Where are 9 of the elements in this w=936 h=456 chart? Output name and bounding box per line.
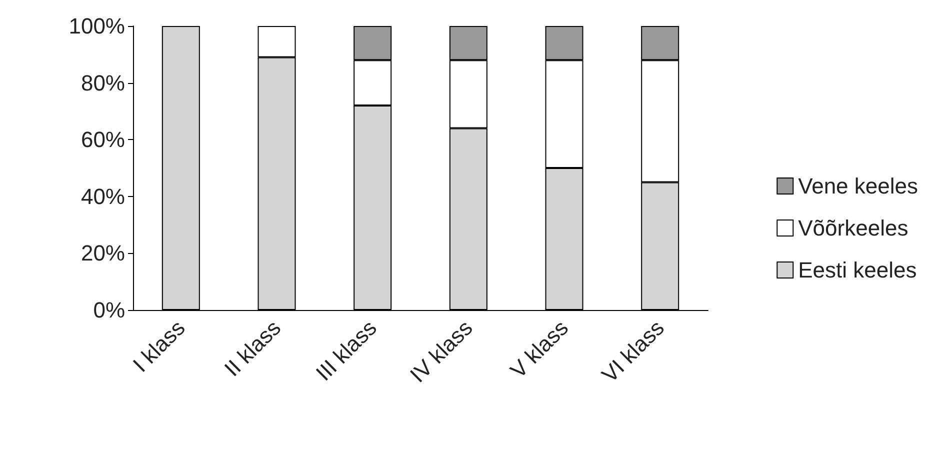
y-tick-label: 0%	[93, 298, 125, 322]
y-tick-label: 100%	[68, 14, 125, 38]
y-tick-label: 60%	[80, 127, 125, 152]
y-tick-label: 20%	[80, 240, 125, 266]
legend-label: Võõrkeeles	[798, 216, 908, 240]
y-tick-label: 80%	[80, 70, 125, 96]
legend-label: Eesti keeles	[798, 258, 917, 282]
legend-label: Vene keeles	[798, 174, 918, 198]
y-tick-label: 40%	[80, 184, 125, 209]
